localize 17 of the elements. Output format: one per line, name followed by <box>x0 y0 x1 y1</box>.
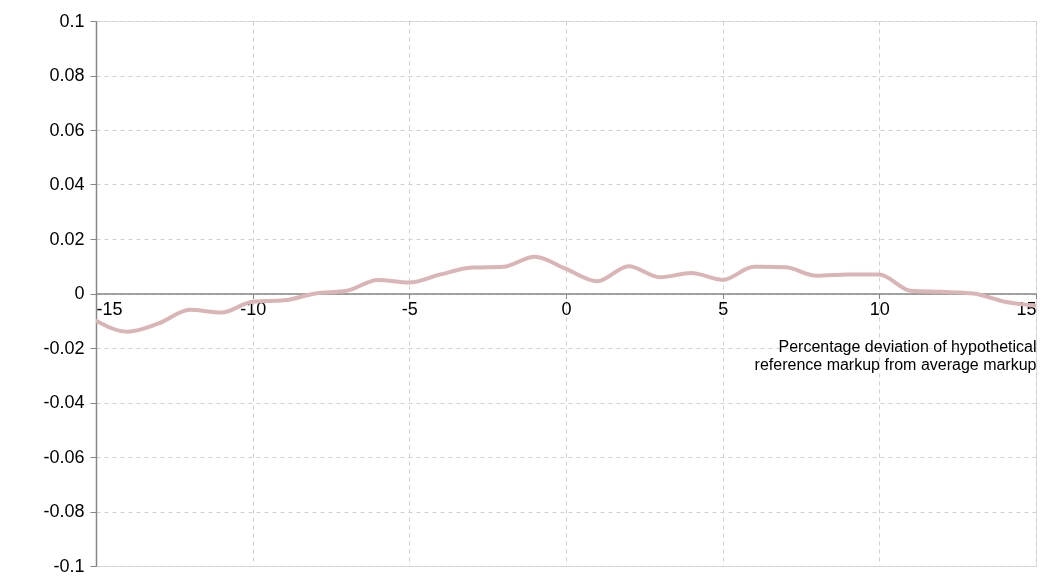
x-tick-label: 10 <box>869 299 890 319</box>
x-tick-label: 5 <box>718 299 729 319</box>
y-tick-label: -0.1 <box>53 555 85 576</box>
y-tick-label: -0.06 <box>43 446 85 467</box>
x-tick-label: 0 <box>561 299 572 319</box>
y-tick-label: 0.1 <box>59 10 85 31</box>
x-axis-title: Percentage deviation of hypothetical reference markup from average markup <box>754 338 1037 373</box>
y-tick-label: 0.02 <box>49 228 85 249</box>
x-tick-label: -15 <box>96 299 123 319</box>
y-tick-label: -0.08 <box>43 501 85 521</box>
y-tick-label: -0.04 <box>43 392 85 412</box>
y-tick-label: -0.02 <box>43 337 85 358</box>
y-tick-label: 0.06 <box>49 119 85 140</box>
y-tick-label: 0 <box>74 283 85 303</box>
x-tick-label: -5 <box>401 299 418 319</box>
y-tick-label: 0.04 <box>49 174 85 194</box>
y-tick-label: 0.08 <box>49 65 85 85</box>
